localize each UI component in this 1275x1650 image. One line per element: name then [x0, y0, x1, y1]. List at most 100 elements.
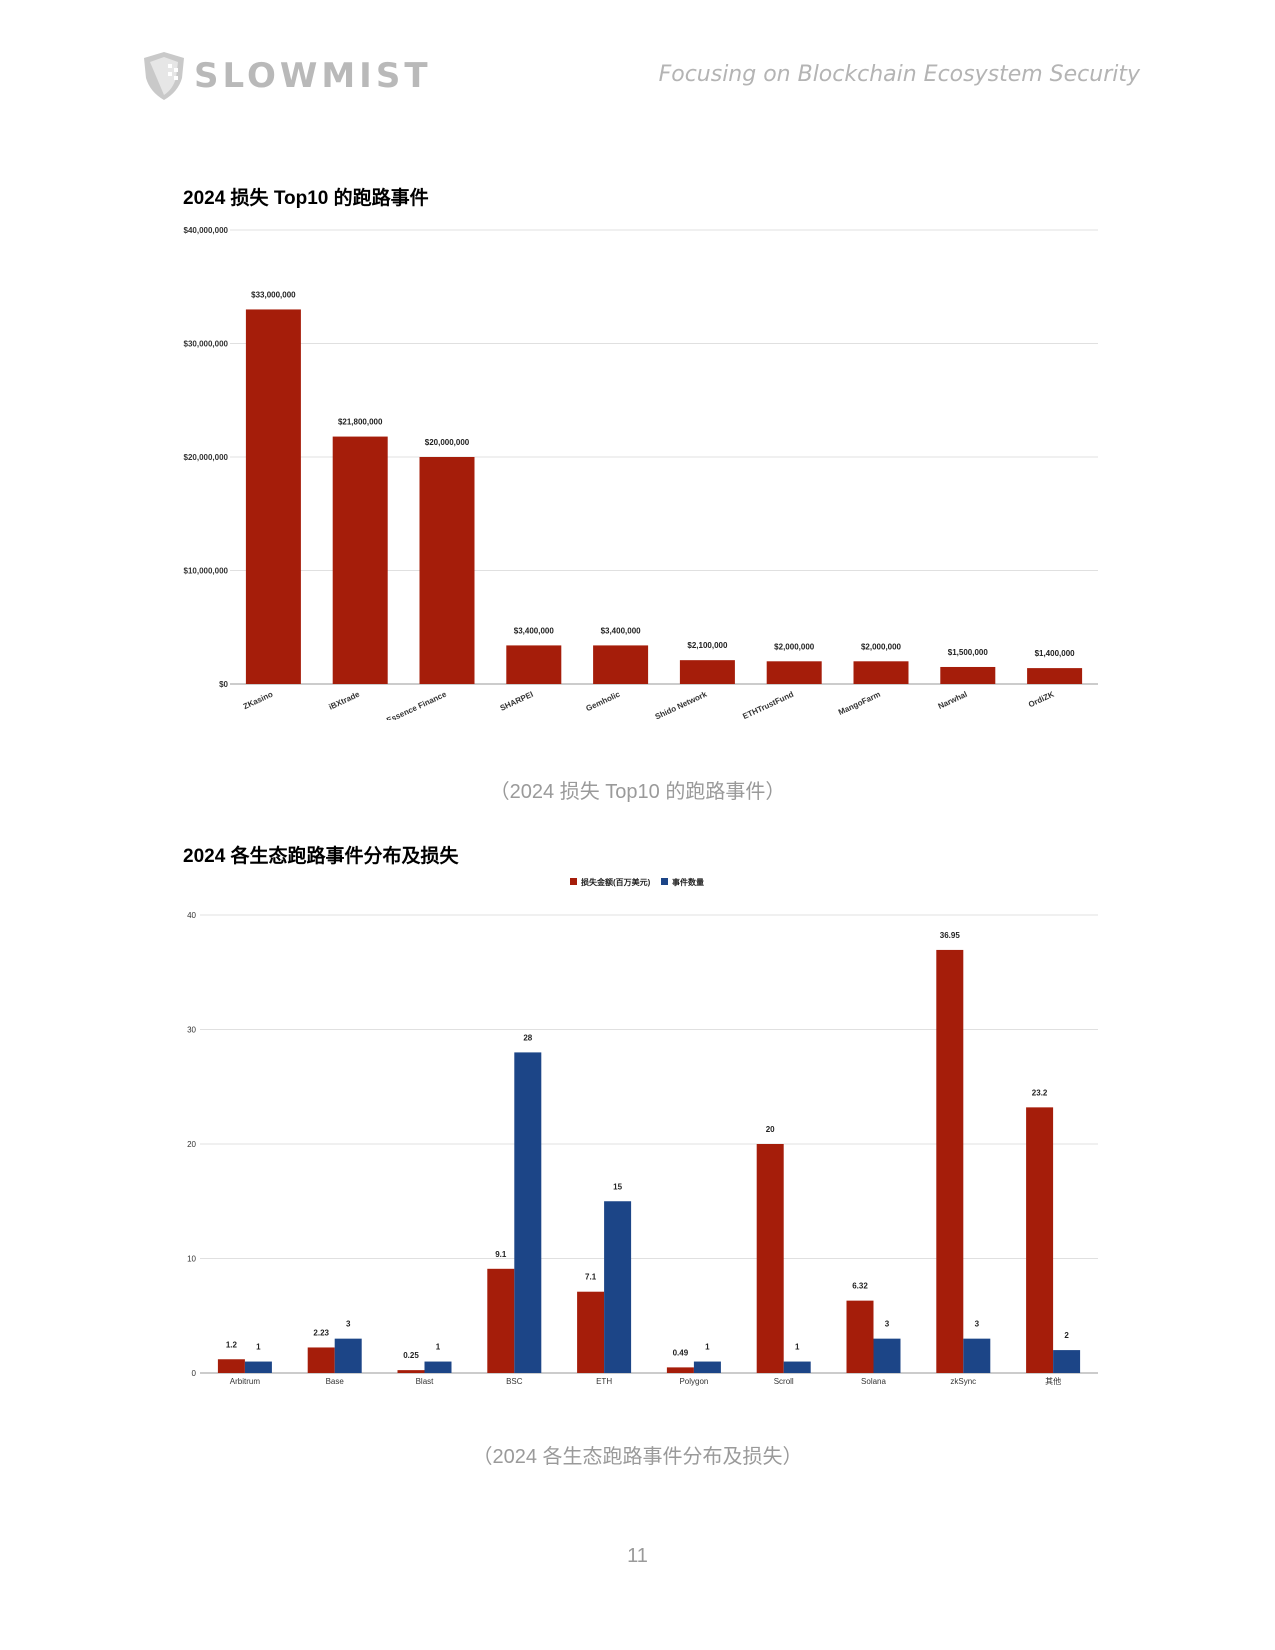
loss-bar — [666, 1367, 694, 1373]
count-bar — [873, 1338, 901, 1373]
y-tick-label: $40,000,000 — [184, 226, 229, 235]
loss-bar — [936, 949, 964, 1373]
x-tick-label: iBXtrade — [327, 689, 361, 711]
bar-value-label: $21,800,000 — [338, 418, 383, 427]
bar — [245, 309, 301, 684]
bar — [1027, 668, 1083, 684]
count-bar — [604, 1201, 632, 1373]
bar — [940, 666, 996, 684]
legend-swatch — [570, 878, 577, 885]
loss-bar — [846, 1300, 874, 1373]
loss-bar — [487, 1268, 515, 1373]
y-tick-label: 40 — [187, 911, 196, 920]
loss-value-label: 23.2 — [1032, 1088, 1048, 1097]
count-value-label: 15 — [613, 1182, 622, 1191]
x-tick-label: MangoFarm — [837, 690, 882, 717]
loss-bar — [1026, 1107, 1054, 1373]
x-tick-label: Scroll — [774, 1377, 794, 1386]
count-value-label: 1 — [705, 1343, 710, 1352]
x-tick-label: Narwhal — [937, 690, 969, 711]
loss-value-label: 20 — [766, 1125, 775, 1134]
slowmist-logo: SLOWMIST — [138, 52, 428, 104]
count-value-label: 1 — [256, 1343, 261, 1352]
count-bar — [963, 1338, 991, 1373]
y-tick-label: 20 — [187, 1140, 196, 1149]
bar — [853, 661, 909, 684]
x-tick-label: OrdiZK — [1027, 690, 1056, 710]
count-bar — [244, 1361, 272, 1373]
bar — [506, 645, 562, 684]
y-tick-label: 30 — [187, 1026, 196, 1035]
chart2-caption: （2024 各生态跑路事件分布及损失） — [472, 1446, 803, 1468]
count-bar — [514, 1052, 542, 1373]
ecosystem-rugpull-bar-chart: 损失金额(百万美元) 事件数量 0 10 20 30 40 1.2 1 Arbitrum 2.23 3… — [187, 877, 1098, 1386]
count-bar — [424, 1361, 452, 1373]
loss-value-label: 9.1 — [495, 1250, 507, 1259]
bar-value-label: $33,000,000 — [251, 290, 296, 299]
bar — [766, 661, 822, 684]
count-value-label: 2 — [1064, 1331, 1069, 1340]
y-tick-label: $30,000,000 — [184, 340, 229, 349]
top10-rugpull-bar-chart: $0 $10,000,000 $20,000,000 $30,000,000 $40,0… — [184, 226, 1098, 720]
bar — [332, 436, 388, 684]
legend-label: 损失金额(百万美元) — [581, 877, 651, 887]
x-tick-label: Base — [326, 1377, 345, 1386]
count-value-label: 28 — [523, 1033, 532, 1042]
chart2-title: 2024 各生态跑路事件分布及损失 — [183, 846, 459, 867]
bar — [593, 645, 649, 684]
loss-bar — [397, 1370, 425, 1373]
bar-value-label: $20,000,000 — [425, 438, 470, 447]
loss-value-label: 0.49 — [673, 1348, 689, 1357]
x-tick-label: Gemholic — [585, 689, 622, 713]
shield-logo-icon — [144, 52, 184, 100]
y-tick-label: 0 — [192, 1369, 197, 1378]
x-tick-label: Shido Network — [654, 689, 709, 720]
legend-label: 事件数量 — [672, 877, 704, 887]
bar — [419, 457, 475, 684]
x-tick-label: ZKasino — [242, 690, 275, 712]
y-tick-label: $10,000,000 — [184, 567, 229, 576]
count-bar — [783, 1361, 811, 1373]
x-tick-label: Arbitrum — [230, 1377, 261, 1386]
y-tick-label: $0 — [219, 680, 228, 689]
count-value-label: 3 — [885, 1320, 890, 1329]
chart1-caption: （2024 损失 Top10 的跑路事件） — [489, 781, 786, 803]
page-number: 11 — [627, 1545, 648, 1567]
logo-wordmark: SLOWMIST — [194, 56, 432, 96]
header-tagline: Focusing on Blockchain Ecosystem Securit… — [658, 62, 1140, 87]
legend-swatch — [661, 878, 668, 885]
x-tick-label: Solana — [861, 1377, 886, 1386]
x-tick-label: ETHTrustFund — [741, 690, 795, 720]
x-tick-label: Essence Finance — [385, 689, 448, 720]
loss-value-label: 2.23 — [313, 1328, 329, 1337]
x-tick-label: SHARPEI — [499, 690, 535, 713]
count-bar — [1053, 1350, 1081, 1373]
count-bar — [334, 1338, 362, 1373]
bar-value-label: $2,000,000 — [861, 642, 902, 651]
loss-bar — [756, 1144, 784, 1373]
loss-bar — [307, 1347, 335, 1373]
x-tick-label: BSC — [506, 1377, 523, 1386]
page-header: SLOWMIST Focusing on Blockchain Ecosyste… — [0, 0, 1275, 110]
x-tick-label: 其他 — [1045, 1376, 1061, 1386]
loss-value-label: 6.32 — [852, 1282, 868, 1291]
loss-value-label: 1.2 — [226, 1340, 238, 1349]
x-tick-label: Blast — [416, 1377, 435, 1386]
y-tick-label: 10 — [187, 1255, 196, 1264]
loss-bar — [217, 1359, 245, 1373]
bar-value-label: $2,100,000 — [687, 641, 728, 650]
loss-bar — [577, 1291, 605, 1373]
loss-value-label: 0.25 — [403, 1351, 419, 1360]
x-tick-label: Polygon — [679, 1377, 708, 1386]
bar — [679, 660, 735, 684]
count-value-label: 3 — [346, 1320, 351, 1329]
bar-value-label: $3,400,000 — [514, 626, 555, 635]
loss-value-label: 7.1 — [585, 1273, 597, 1282]
count-value-label: 1 — [795, 1343, 800, 1352]
bar-value-label: $1,500,000 — [948, 648, 989, 657]
x-tick-label: ETH — [596, 1377, 612, 1386]
count-value-label: 3 — [975, 1320, 980, 1329]
y-tick-label: $20,000,000 — [184, 453, 229, 462]
x-tick-label: zkSync — [950, 1377, 976, 1386]
chart1-title: 2024 损失 Top10 的跑路事件 — [183, 188, 429, 209]
